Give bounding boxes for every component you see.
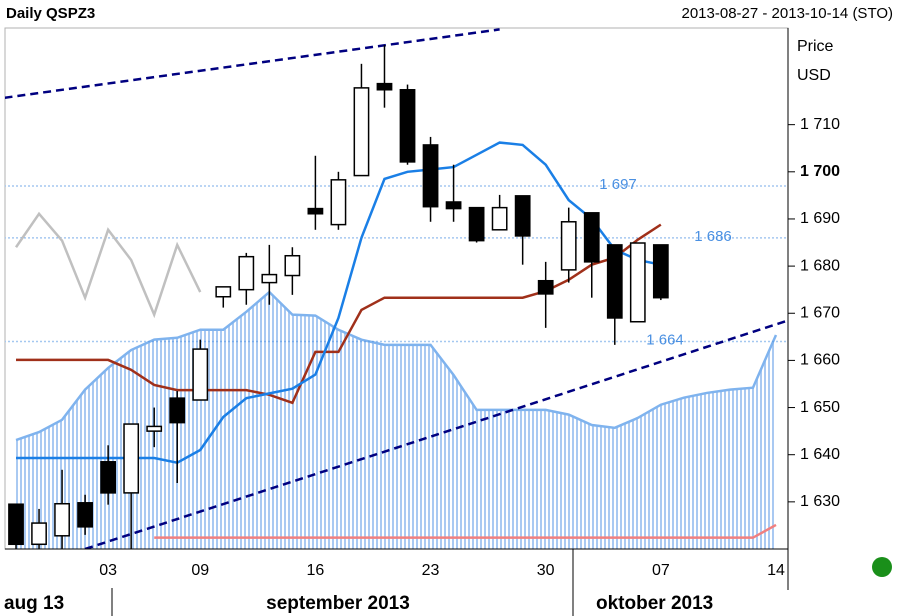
status-indicator	[872, 557, 892, 577]
candle-body	[100, 461, 117, 494]
candle-body	[307, 207, 324, 215]
y-tick-label: 1 690	[800, 210, 840, 227]
y-tick-label: 1 670	[800, 304, 840, 321]
x-tick-label: 30	[537, 562, 555, 579]
candle-body	[468, 206, 485, 242]
period-label: oktober 2013	[596, 593, 713, 614]
candle-body	[376, 82, 393, 91]
reference-label: 1 686	[694, 228, 732, 245]
x-tick-label: 03	[99, 562, 117, 579]
candle-body	[491, 206, 508, 231]
cloud-upper-line	[15, 290, 778, 442]
cloud-lower-line	[154, 523, 777, 539]
x-tick-label: 14	[767, 562, 785, 579]
x-tick-label: 09	[191, 562, 209, 579]
candle-body	[445, 201, 462, 210]
candle-body	[399, 89, 416, 163]
candle-body	[422, 144, 439, 208]
x-tick-label: 23	[422, 562, 440, 579]
trend-line	[84, 319, 788, 549]
x-tick-label: 07	[652, 562, 670, 579]
trend-line	[5, 28, 500, 99]
chart-subtitle: 2013-08-27 - 2013-10-14 (STO)	[681, 5, 893, 22]
chart-title: Daily QSPZ3	[6, 5, 95, 22]
y-tick-label: 1 700	[800, 163, 840, 180]
plot: 1 697 1 686 1 664	[5, 28, 788, 549]
candle-body	[353, 87, 370, 177]
candle-body	[77, 502, 93, 528]
y-tick-label: 1 680	[800, 257, 840, 274]
indicator-line	[14, 211, 202, 319]
y-tick-label: 1 650	[800, 399, 840, 416]
candle-body	[261, 273, 278, 284]
candle-body	[606, 244, 623, 319]
candle-body	[652, 244, 669, 299]
y-tick-label: 1 630	[800, 493, 840, 510]
candle-body	[583, 212, 600, 263]
candle-body	[629, 242, 646, 323]
candle-body	[123, 423, 140, 494]
candle-body	[514, 195, 531, 237]
reference-label: 1 664	[646, 332, 684, 349]
candle-body	[560, 221, 577, 271]
candle-body	[215, 286, 232, 298]
candle-body	[146, 425, 163, 432]
y-axis-label: Price	[797, 38, 834, 55]
y-tick-label: 1 640	[800, 446, 840, 463]
reference-label: 1 697	[599, 176, 637, 193]
candle-body	[537, 279, 554, 295]
candle-body	[31, 522, 47, 546]
candle-body	[169, 397, 186, 424]
y-tick-label: 1 710	[800, 116, 840, 133]
axes: 1 630 1 640 1 650 1 660 1 670 1 680 1 690 1 700…	[99, 116, 840, 579]
candle-body	[238, 255, 255, 291]
candle-body	[54, 502, 70, 537]
x-tick-label: 16	[306, 562, 324, 579]
candle-body	[192, 348, 209, 401]
period-label: aug 13	[4, 593, 64, 614]
candle-body	[8, 503, 24, 546]
candle-body	[284, 254, 301, 277]
y-axis-unit: USD	[797, 67, 831, 84]
period-label: september 2013	[266, 593, 410, 614]
y-tick-label: 1 660	[800, 352, 840, 369]
candle-body	[330, 179, 347, 226]
